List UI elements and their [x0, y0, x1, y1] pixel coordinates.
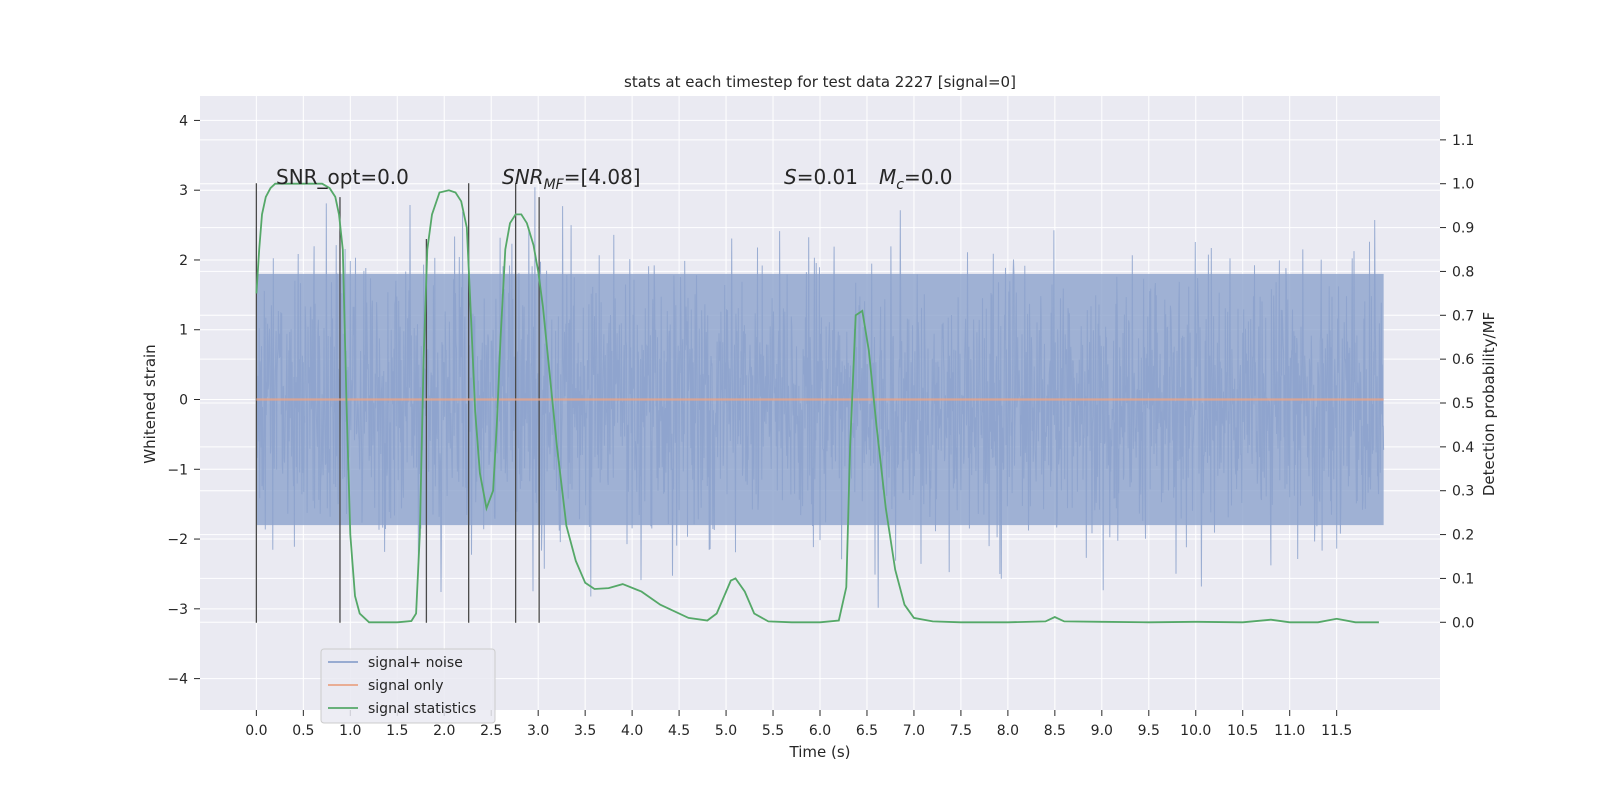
y-right-tick-label: 0.0: [1452, 615, 1474, 631]
y-left-tick-label: −2: [167, 532, 188, 548]
x-tick-label: 10.0: [1180, 723, 1211, 739]
s-symbol: S: [784, 165, 797, 189]
axis-ticks: 0.0 0.5 1.0 1.5 2.0 2.5 3.0 3.5 4.0 4.5 5.0 5.5 6.0 6…: [167, 113, 1474, 739]
x-tick-label: 6.0: [809, 723, 831, 739]
x-axis-title: Time (s): [789, 743, 851, 761]
s-value: =0.01: [797, 165, 858, 189]
mc-symbol: M: [879, 165, 896, 189]
x-tick-label: 0.5: [292, 723, 314, 739]
y-axis-title-left: Whitened strain: [141, 344, 159, 463]
x-tick-label: 5.0: [715, 723, 737, 739]
x-tick-label: 0.0: [245, 723, 267, 739]
x-tick-label: 8.5: [1044, 723, 1066, 739]
x-tick-label: 10.5: [1227, 723, 1258, 739]
x-tick-label: 11.5: [1321, 723, 1352, 739]
y-right-tick-label: 0.7: [1452, 308, 1474, 324]
x-tick-label: 2.0: [433, 723, 455, 739]
annotation-s: S=0.01: [784, 165, 858, 189]
y-left-tick-label: −3: [167, 602, 188, 618]
y-right-tick-label: 0.1: [1452, 571, 1474, 587]
y-right-tick-label: 1.0: [1452, 177, 1474, 193]
snr-mf-symbol: SNR: [502, 165, 544, 189]
y-axis-title-right: Detection probability/MF: [1480, 312, 1498, 496]
annotation-snr-mf: SNRMF=[4.08]: [502, 165, 641, 193]
y-left-tick-label: 0: [179, 393, 188, 409]
legend-label-signal-statistics: signal statistics: [368, 701, 476, 717]
y-left-tick-label: 2: [179, 253, 188, 269]
snr-mf-subscript: MF: [544, 177, 565, 193]
snr-mf-value: =[4.08]: [564, 165, 641, 189]
x-tick-label: 5.5: [762, 723, 784, 739]
mc-subscript: c: [896, 177, 904, 193]
y-left-tick-label: 3: [179, 183, 188, 199]
y-right-tick-label: 0.6: [1452, 352, 1474, 368]
x-tick-label: 11.0: [1274, 723, 1305, 739]
x-tick-label: 2.5: [480, 723, 502, 739]
y-right-tick-label: 0.9: [1452, 221, 1474, 237]
legend-label-signal-only: signal only: [368, 678, 443, 694]
x-tick-label: 1.0: [339, 723, 361, 739]
noise-trace: [255, 187, 1385, 608]
y-right-tick-label: 0.2: [1452, 528, 1474, 544]
y-left-tick-label: −4: [167, 672, 188, 688]
y-right-tick-label: 0.3: [1452, 484, 1474, 500]
x-tick-label: 9.0: [1091, 723, 1113, 739]
y-right-tick-label: 0.5: [1452, 396, 1474, 412]
legend-box: [320, 648, 496, 724]
y-right-tick-label: 0.8: [1452, 264, 1474, 280]
x-tick-label: 8.0: [997, 723, 1019, 739]
y-left-tick-label: −1: [167, 462, 188, 478]
y-right-tick-label: 0.4: [1452, 440, 1474, 456]
x-tick-label: 6.5: [856, 723, 878, 739]
y-right-tick-label: 1.1: [1452, 133, 1474, 149]
x-tick-label: 4.5: [668, 723, 690, 739]
y-left-tick-label: 4: [179, 113, 188, 129]
legend-label-signal-noise: signal+ noise: [368, 655, 463, 671]
annotation-mc: Mc=0.0: [879, 165, 953, 193]
legend: signal+ noise signal only signal statist…: [320, 648, 496, 724]
chart-title: stats at each timestep for test data 222…: [624, 73, 1016, 91]
y-left-tick-label: 1: [179, 323, 188, 339]
x-tick-label: 1.5: [386, 723, 408, 739]
x-tick-label: 3.5: [574, 723, 596, 739]
x-tick-label: 4.0: [621, 723, 643, 739]
mc-value: =0.0: [904, 165, 953, 189]
annotation-snr-opt: SNR_opt=0.0: [276, 165, 409, 189]
x-tick-label: 7.5: [950, 723, 972, 739]
x-tick-label: 3.0: [527, 723, 549, 739]
x-tick-label: 9.5: [1138, 723, 1160, 739]
x-tick-label: 7.0: [903, 723, 925, 739]
signal-statistics-line: [255, 182, 1379, 624]
